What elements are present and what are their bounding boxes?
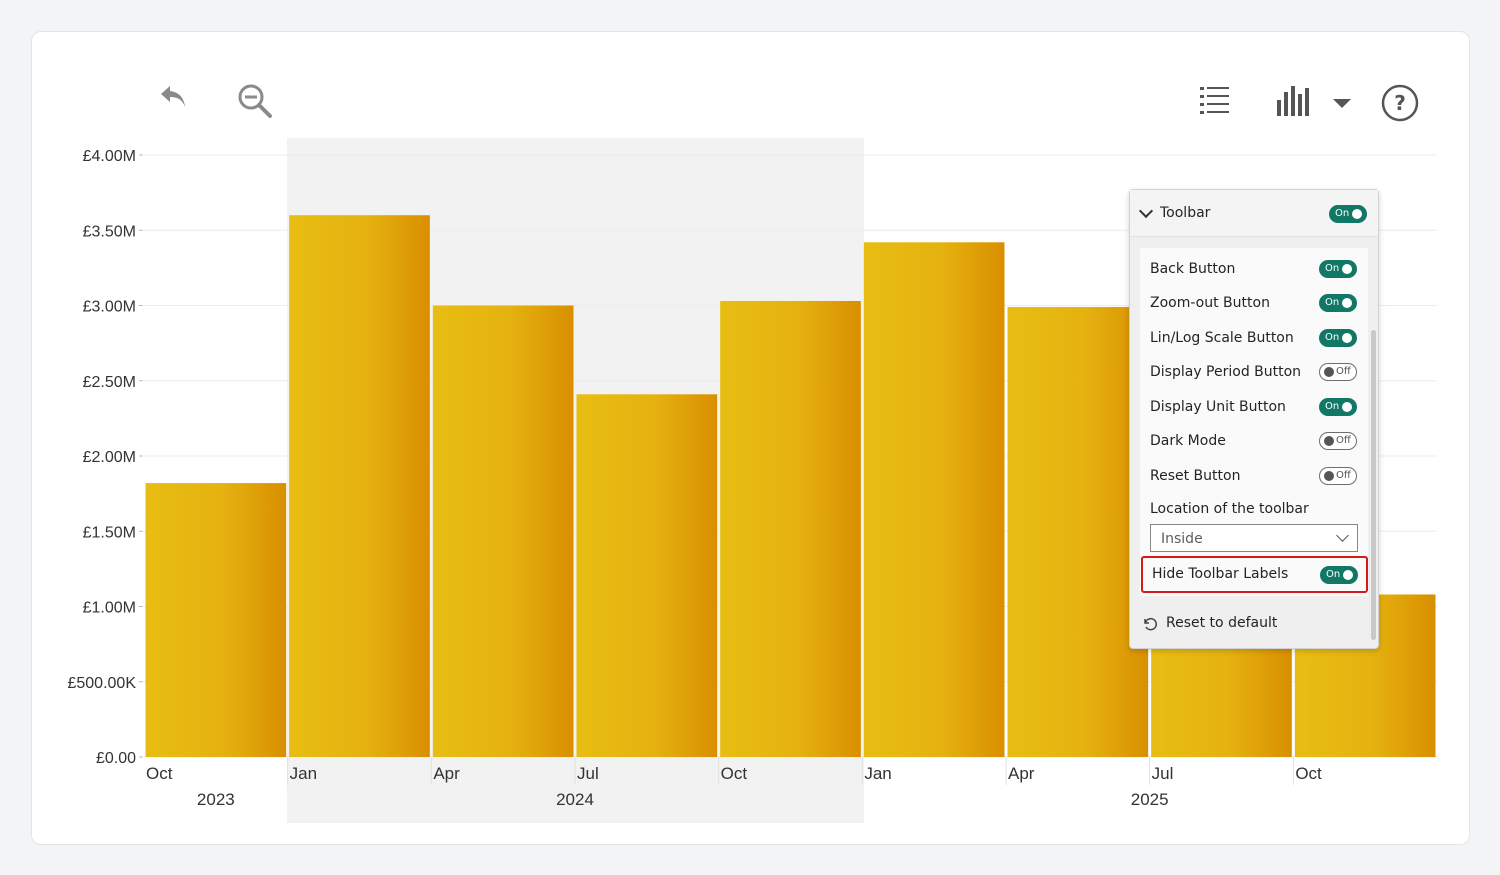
setting-row-hide-toolbar-labels: Hide Toolbar Labels On	[1141, 556, 1368, 593]
display-period-toggle[interactable]: Off	[1319, 363, 1357, 381]
undo-arrow-icon[interactable]	[156, 80, 192, 121]
toolbar-toggle[interactable]: On	[1329, 205, 1367, 223]
location-value: Inside	[1161, 531, 1203, 547]
setting-label: Lin/Log Scale Button	[1150, 330, 1294, 346]
y-tick-label: £1.00M	[83, 600, 136, 617]
setting-label: Display Unit Button	[1150, 399, 1286, 415]
bar	[145, 483, 287, 757]
setting-row-reset-button: Reset Button Off	[1140, 461, 1368, 491]
svg-text:?: ?	[1394, 91, 1406, 115]
list-icon[interactable]	[1198, 85, 1232, 124]
dark-mode-toggle[interactable]: Off	[1319, 432, 1357, 450]
setting-label: Dark Mode	[1150, 433, 1226, 449]
location-select[interactable]: Inside	[1150, 524, 1358, 552]
pane-scrollbar[interactable]	[1371, 330, 1376, 640]
location-label: Location of the toolbar	[1150, 501, 1309, 517]
reset-icon	[1144, 617, 1157, 631]
y-tick-label: £2.50M	[83, 374, 136, 391]
setting-label: Hide Toolbar Labels	[1152, 566, 1289, 582]
setting-label: Reset Button	[1150, 468, 1241, 484]
reset-button-toggle[interactable]: Off	[1319, 467, 1357, 485]
bar	[863, 242, 1005, 758]
toolbar-section-header[interactable]: Toolbar On	[1130, 190, 1378, 237]
year-label: 2024	[556, 790, 594, 809]
y-tick-label: £500.00K	[67, 675, 136, 692]
y-tick-label: £1.50M	[83, 524, 136, 541]
setting-row-dark-mode: Dark Mode Off	[1140, 426, 1368, 456]
x-tick-label: Jul	[1152, 764, 1174, 783]
caret-down-icon[interactable]	[1332, 97, 1352, 115]
y-tick-label: £4.00M	[83, 148, 136, 165]
x-tick-label: Jan	[290, 764, 317, 783]
setting-label: Back Button	[1150, 261, 1236, 277]
x-tick-label: Oct	[146, 764, 173, 783]
y-tick-label: £2.00M	[83, 449, 136, 466]
y-tick-label: £3.00M	[83, 299, 136, 316]
year-label: 2023	[197, 790, 235, 809]
chevron-down-icon[interactable]	[1138, 203, 1154, 219]
x-tick-label: Oct	[1295, 764, 1322, 783]
lin-log-scale-toggle[interactable]: On	[1319, 329, 1357, 347]
help-icon[interactable]: ?	[1380, 83, 1420, 128]
bar-chart-icon[interactable]	[1276, 84, 1310, 123]
display-unit-toggle[interactable]: On	[1319, 398, 1357, 416]
back-button-toggle[interactable]: On	[1319, 260, 1357, 278]
setting-label: Display Period Button	[1150, 364, 1302, 380]
reset-label: Reset to default	[1166, 615, 1278, 631]
setting-label: Zoom-out Button	[1150, 295, 1270, 311]
x-tick-label: Jul	[577, 764, 599, 783]
bar	[720, 300, 861, 757]
setting-row-display-unit-button: Display Unit Button On	[1140, 392, 1368, 422]
y-tick-label: £3.50M	[83, 223, 136, 240]
x-tick-label: Oct	[721, 764, 748, 783]
zoom-out-icon[interactable]	[236, 82, 274, 125]
zoom-out-button-toggle[interactable]: On	[1319, 294, 1357, 312]
chevron-down-icon	[1336, 529, 1349, 542]
setting-row-back-button: Back Button On	[1140, 254, 1368, 284]
setting-row-lin-log-scale-button: Lin/Log Scale Button On	[1140, 323, 1368, 353]
hide-toolbar-labels-toggle[interactable]: On	[1320, 566, 1358, 584]
bar	[1007, 307, 1149, 757]
setting-row-zoom-out-button: Zoom-out Button On	[1140, 288, 1368, 318]
section-title: Toolbar	[1160, 205, 1211, 221]
bar	[289, 215, 430, 757]
x-tick-label: Apr	[433, 764, 460, 783]
x-tick-label: Jan	[864, 764, 891, 783]
year-label: 2025	[1131, 790, 1169, 809]
x-tick-label: Apr	[1008, 764, 1035, 783]
toolbar-format-pane: Toolbar On Back Button On Zoom-out Butto…	[1129, 189, 1379, 649]
y-tick-label: £0.00	[96, 750, 136, 767]
bar	[432, 305, 574, 757]
bar	[576, 394, 718, 757]
setting-row-display-period-button: Display Period Button Off	[1140, 357, 1368, 387]
